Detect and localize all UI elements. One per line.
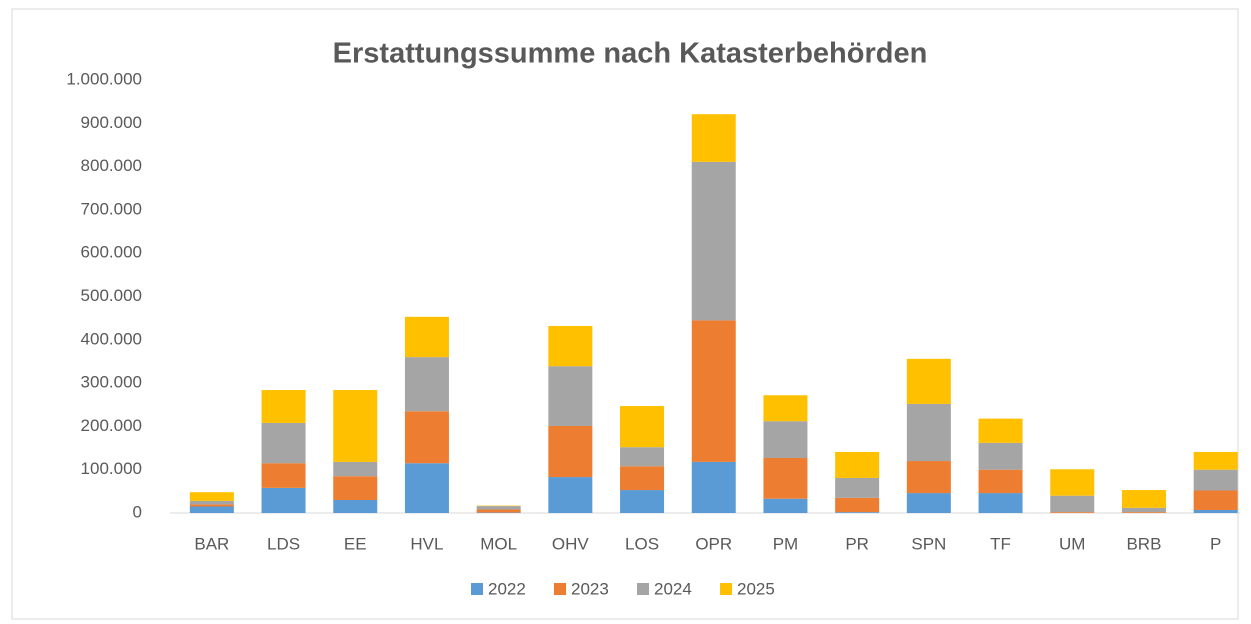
x-tick-label: LOS [625, 534, 659, 553]
bar-segment [548, 425, 593, 478]
chart-title: Erstattungssumme nach Katasterbehörden [333, 38, 928, 70]
y-tick-label: 900.000 [81, 113, 142, 132]
bar-segment [763, 498, 808, 513]
bar-segment [1050, 512, 1095, 513]
x-tick-label: P [1210, 534, 1221, 553]
bar-segment [835, 477, 880, 498]
bar-segment [691, 320, 736, 462]
bar-segment [835, 512, 880, 513]
y-tick-label: 400.000 [81, 329, 142, 348]
y-tick-label: 800.000 [81, 156, 142, 175]
bar-segment [1121, 512, 1166, 513]
bar-segment [548, 477, 593, 513]
x-tick-label: OHV [552, 534, 590, 553]
bar-segment [1193, 451, 1238, 470]
bar-segment [333, 500, 378, 513]
bar-segment [978, 493, 1023, 513]
bar-segment [476, 509, 521, 513]
legend-label: 2023 [571, 579, 609, 598]
bar-segment [404, 411, 449, 464]
bar-segment [978, 469, 1023, 494]
x-tick-label: PR [845, 534, 869, 553]
bar-segment [189, 500, 234, 505]
x-tick-label: LDS [267, 534, 300, 553]
bar-segment [691, 114, 736, 162]
legend-swatch [637, 583, 649, 595]
bar-segment [1050, 495, 1095, 513]
bar-segment [691, 461, 736, 513]
chart-frame [11, 8, 1239, 620]
y-tick-label: 500.000 [81, 286, 142, 305]
legend-swatch [554, 583, 566, 595]
bar-segment [1193, 490, 1238, 510]
bar-segment [548, 366, 593, 426]
bar-segment [261, 463, 306, 488]
legend-label: 2024 [654, 579, 692, 598]
bar-segment [906, 403, 951, 462]
legend-label: 2025 [737, 579, 775, 598]
y-tick-label: 0 [133, 502, 142, 521]
bar-segment [1050, 469, 1095, 496]
bar-segment [333, 390, 378, 462]
bar-segment [404, 316, 449, 358]
bar-segment [835, 497, 880, 513]
y-tick-label: 700.000 [81, 199, 142, 218]
legend-label: 2022 [488, 579, 526, 598]
bar-segment [620, 466, 665, 491]
bar-segment [261, 390, 306, 423]
x-tick-label: BAR [194, 534, 229, 553]
bar-segment [261, 487, 306, 513]
x-tick-label: OPR [695, 534, 732, 553]
bar-segment [189, 506, 234, 513]
x-tick-label: UM [1059, 534, 1085, 553]
x-tick-label: PM [773, 534, 799, 553]
bar-segment [1121, 507, 1166, 513]
x-tick-label: SPN [911, 534, 946, 553]
y-tick-label: 600.000 [81, 243, 142, 262]
legend-swatch [471, 583, 483, 595]
bar-segment [189, 504, 234, 507]
bar-segment [1193, 509, 1238, 513]
legend-swatch [720, 583, 732, 595]
bar-segment [548, 325, 593, 367]
x-tick-label: MOL [480, 534, 517, 553]
bar-segment [906, 461, 951, 494]
bar-segment [404, 357, 449, 412]
bar-segment [763, 395, 808, 422]
bar-segment [906, 358, 951, 404]
y-tick-label: 100.000 [81, 459, 142, 478]
y-tick-label: 1.000.000 [66, 69, 142, 88]
bar-segment [978, 442, 1023, 470]
bar-segment [906, 493, 951, 513]
y-tick-label: 200.000 [81, 416, 142, 435]
bar-segment [691, 161, 736, 321]
bar-segment [476, 506, 521, 510]
x-tick-label: BRB [1126, 534, 1161, 553]
x-tick-label: HVL [410, 534, 443, 553]
bar-segment [404, 463, 449, 513]
x-tick-label: EE [344, 534, 367, 553]
y-tick-label: 300.000 [81, 373, 142, 392]
bar-segment [1193, 469, 1238, 491]
bar-segment [763, 421, 808, 459]
bar-segment [620, 447, 665, 467]
bar-segment [620, 406, 665, 448]
bar-segment [763, 458, 808, 499]
bar-segment [333, 461, 378, 477]
bar-segment [978, 418, 1023, 443]
bar-segment [1121, 490, 1166, 508]
bar-segment [620, 490, 665, 513]
bar-segment [189, 492, 234, 501]
bar-segment [261, 422, 306, 464]
bar-segment [333, 476, 378, 501]
bar-segment [835, 451, 880, 478]
x-tick-label: TF [990, 534, 1011, 553]
